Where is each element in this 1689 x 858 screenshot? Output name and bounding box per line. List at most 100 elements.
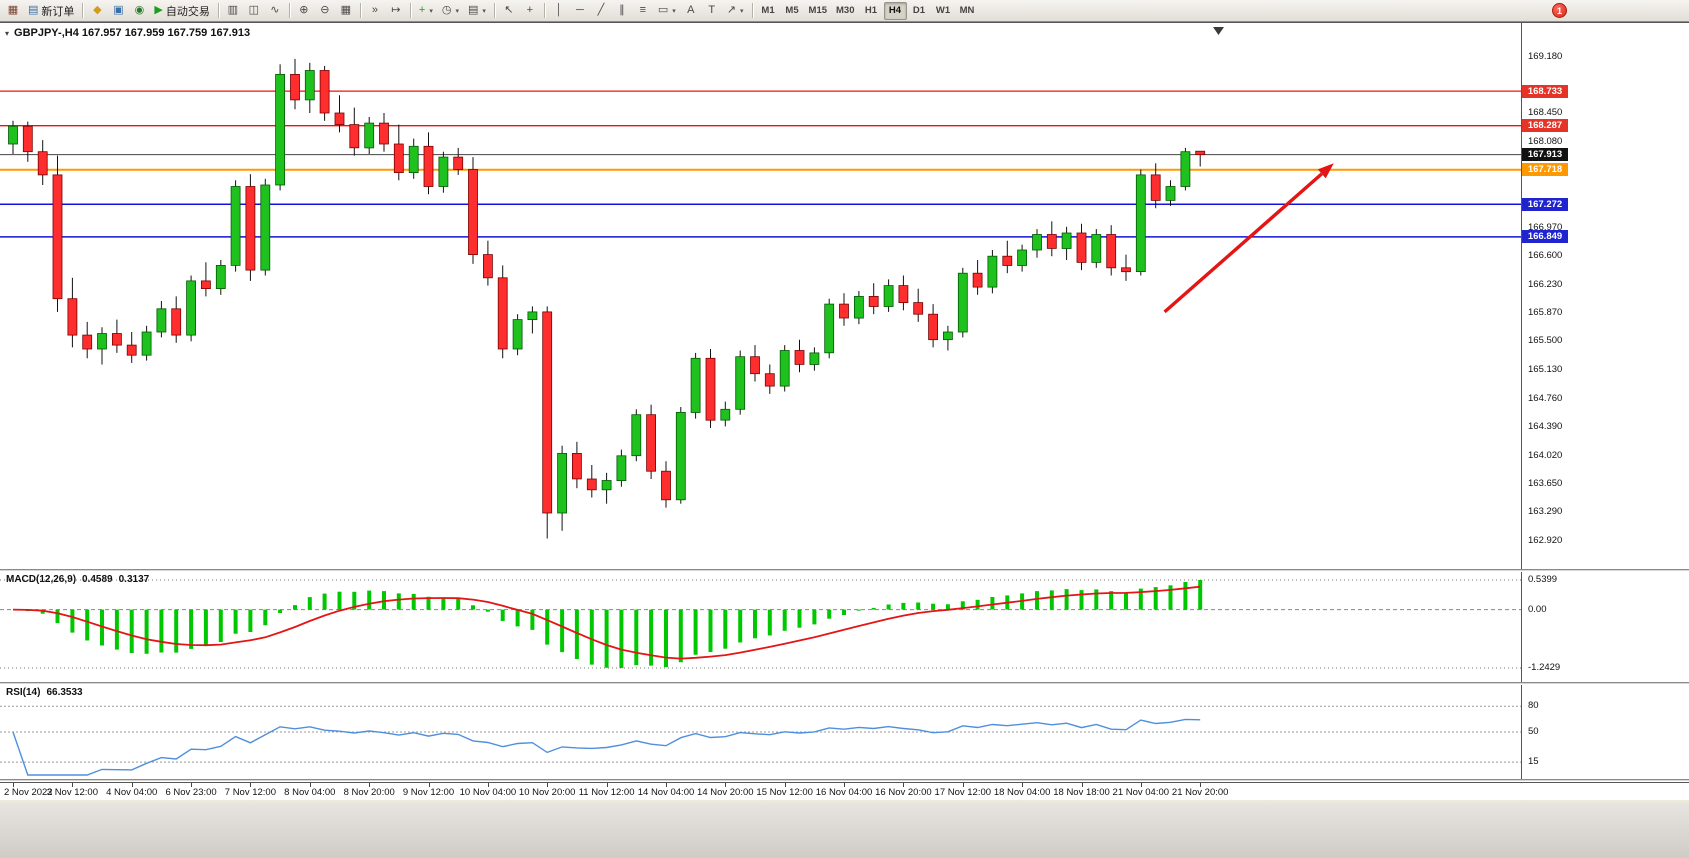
timeframe-d1-button[interactable]: D1: [912, 5, 926, 16]
time-axis-label: 15 Nov 12:00: [756, 787, 813, 798]
main-toolbar: ▦ ▤ 新订单 ◆ ▣ ◉ ▶ 自动交易 ▥ ◫ ∿ ⊕ ⊖ ▦» ↦ + ▾ ◷ ▾ ▤ ▾ ↖ + │ ─ ╱ ∥ ≡ ▭ ▾ A T ↗ ▾…: [0, 0, 1689, 22]
support-1-badge: 167.272: [1522, 197, 1568, 211]
time-axis-tick: [606, 783, 608, 787]
channel-button[interactable]: ∥: [612, 2, 632, 20]
market-watch-button[interactable]: ◉: [129, 2, 149, 20]
timeframe-h4-button[interactable]: H4: [883, 1, 907, 20]
fibonacci-button[interactable]: ≡: [633, 2, 653, 20]
time-axis-label: 17 Nov 12:00: [934, 787, 992, 798]
timeframe-m5-button[interactable]: M5: [785, 5, 799, 16]
new-order-button[interactable]: ▤ 新订单: [24, 2, 78, 20]
macd-label: MACD(12,26,9) 0.4589 0.3137: [6, 574, 149, 585]
toolbar-separator: [751, 3, 753, 18]
zoom-out-button[interactable]: ⊖: [315, 2, 335, 20]
time-axis-tick: [191, 783, 193, 787]
fibonacci-icon: ≡: [639, 4, 647, 16]
price-axis-label: 166.600: [1528, 250, 1563, 262]
cursor-icon: ↖: [504, 4, 514, 16]
toolbar-separator: [493, 3, 495, 18]
time-axis-tick: [369, 783, 371, 787]
trendline-button[interactable]: ╱: [591, 2, 611, 20]
time-axis-tick: [487, 783, 489, 787]
chart-shift-marker-icon[interactable]: [1213, 27, 1224, 35]
horizontal-line-icon: ─: [575, 4, 584, 16]
crosshair-button[interactable]: +: [520, 2, 540, 20]
candlestick-chart-button[interactable]: ◫: [244, 2, 264, 20]
time-axis-tick: [131, 783, 133, 787]
autotrading-icon: ▶: [154, 4, 163, 16]
chart-menu-icon[interactable]: ▾: [5, 28, 10, 38]
text-label-button[interactable]: T: [702, 2, 722, 20]
macd-title: MACD(12,26,9): [6, 574, 77, 585]
profiles-icon: ▣: [113, 4, 124, 16]
price-axis-label: 163.650: [1528, 478, 1563, 490]
panel-separator[interactable]: [0, 569, 1689, 572]
macd-axis-label: -1.2429: [1528, 662, 1561, 673]
periods-icon: ◷: [441, 4, 452, 16]
time-axis-tick: [309, 783, 311, 787]
time-axis-label: 11 Nov 12:00: [578, 787, 635, 798]
bottom-strip: [0, 800, 1689, 858]
toolbar-separator: [217, 3, 219, 18]
time-axis-label: 3 Nov 12:00: [46, 787, 99, 798]
time-axis-tick: [1081, 783, 1083, 787]
toolbar-separator: [288, 3, 290, 18]
chart-shift-button[interactable]: ↦: [386, 2, 406, 20]
macd-axis-label: 0.00: [1528, 603, 1547, 615]
time-axis-tick: [1140, 783, 1142, 787]
time-axis-tick: [428, 783, 430, 787]
templates-button[interactable]: ▤ ▾: [464, 2, 490, 20]
panel-separator[interactable]: [0, 682, 1689, 685]
chart-title-text: GBPJPY-,H4 167.957 167.959 167.759 167.9…: [14, 27, 251, 39]
timeframe-h1-button[interactable]: H1: [864, 5, 878, 16]
channel-icon: ∥: [619, 4, 625, 16]
price-axis-label: 166.230: [1528, 278, 1563, 290]
timeframe-m15-button[interactable]: M15: [808, 5, 828, 16]
zoom-in-button[interactable]: ⊕: [294, 2, 314, 20]
tile-windows-button[interactable]: ▦: [336, 2, 356, 20]
market-watch-icon: ◉: [134, 4, 145, 16]
rsi-panel[interactable]: [0, 685, 1689, 779]
time-axis-label: 18 Nov 04:00: [993, 787, 1051, 798]
bar-chart-button[interactable]: ▥: [223, 2, 243, 20]
zoom-out-icon: ⊖: [320, 4, 330, 16]
trend-arrow[interactable]: [1163, 163, 1334, 314]
timeframe-m30-button[interactable]: M30: [836, 5, 855, 16]
periods-button[interactable]: ◷ ▾: [438, 2, 463, 20]
arrows-icon: ↗: [726, 4, 737, 16]
line-chart-button[interactable]: ∿: [265, 2, 285, 20]
timeframe-w1-button[interactable]: W1: [935, 5, 951, 16]
dropdown-caret-icon: ▾: [455, 7, 459, 15]
resistance-2-badge: 168.287: [1522, 119, 1568, 133]
favorites-button[interactable]: ◆: [87, 2, 107, 20]
timeframe-mn-button[interactable]: MN: [959, 5, 975, 16]
profiles-button[interactable]: ▣: [108, 2, 128, 20]
panel-separator[interactable]: [0, 779, 1689, 782]
vertical-line-button[interactable]: │: [549, 2, 569, 20]
time-axis-tick: [666, 783, 667, 787]
horizontal-line-button[interactable]: ─: [570, 2, 590, 20]
time-axis-tick: [725, 783, 727, 787]
cursor-button[interactable]: ↖: [499, 2, 519, 20]
timeframe-m1-button[interactable]: M1: [761, 5, 775, 16]
auto-scroll-button[interactable]: »: [365, 2, 385, 20]
time-axis-label: 21 Nov 20:00: [1171, 787, 1229, 798]
time-axis-tick: [13, 783, 14, 787]
macd-panel[interactable]: [0, 572, 1689, 682]
indicators-button[interactable]: + ▾: [415, 2, 437, 20]
notification-badge[interactable]: 1: [1552, 3, 1567, 18]
autotrading-button[interactable]: ▶ 自动交易: [150, 2, 213, 20]
main-chart[interactable]: [0, 23, 1689, 569]
time-axis[interactable]: 2 Nov 2022 3 Nov 12:00 4 Nov 04:00 6 Nov 23…: [0, 782, 1689, 800]
price-axis-label: 165.130: [1528, 363, 1563, 375]
time-axis-tick: [844, 783, 845, 787]
price-axis-label: 164.390: [1528, 421, 1563, 433]
text-button[interactable]: A: [681, 2, 701, 20]
price-axis[interactable]: 169.180 168.450 168.080 166.970 166.600 166.2…: [1521, 23, 1689, 782]
candlestick-chart-icon: ◫: [248, 4, 260, 16]
shapes-button[interactable]: ▭ ▾: [654, 2, 680, 20]
time-axis-label: 21 Nov 04:00: [1112, 787, 1170, 798]
new-order-icon: ▤: [28, 4, 39, 16]
arrows-button[interactable]: ↗ ▾: [723, 2, 748, 20]
new-chart-button[interactable]: ▦: [3, 2, 23, 20]
